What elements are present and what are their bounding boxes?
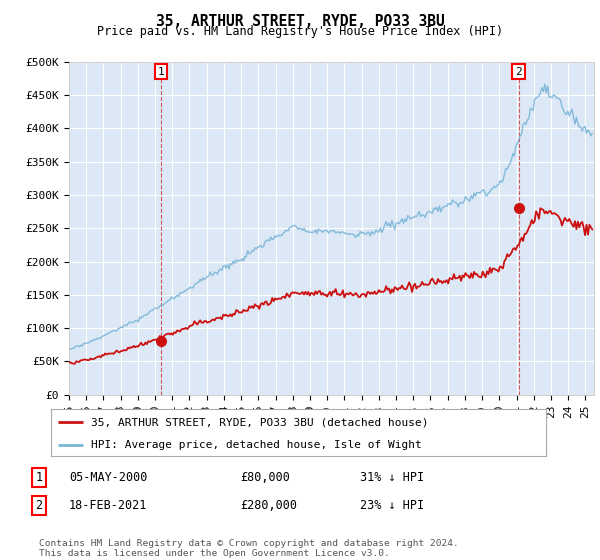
Text: 23% ↓ HPI: 23% ↓ HPI — [360, 499, 424, 512]
Text: Price paid vs. HM Land Registry's House Price Index (HPI): Price paid vs. HM Land Registry's House … — [97, 25, 503, 38]
Text: 1: 1 — [35, 471, 43, 484]
Text: 1: 1 — [158, 67, 164, 77]
Text: Contains HM Land Registry data © Crown copyright and database right 2024.
This d: Contains HM Land Registry data © Crown c… — [39, 539, 459, 558]
Text: 2: 2 — [515, 67, 522, 77]
Text: £80,000: £80,000 — [240, 471, 290, 484]
Text: 05-MAY-2000: 05-MAY-2000 — [69, 471, 148, 484]
Text: 35, ARTHUR STREET, RYDE, PO33 3BU (detached house): 35, ARTHUR STREET, RYDE, PO33 3BU (detac… — [91, 417, 428, 427]
Text: £280,000: £280,000 — [240, 499, 297, 512]
Text: 35, ARTHUR STREET, RYDE, PO33 3BU: 35, ARTHUR STREET, RYDE, PO33 3BU — [155, 14, 445, 29]
Text: 18-FEB-2021: 18-FEB-2021 — [69, 499, 148, 512]
Text: 2: 2 — [35, 499, 43, 512]
Text: HPI: Average price, detached house, Isle of Wight: HPI: Average price, detached house, Isle… — [91, 440, 421, 450]
Text: 31% ↓ HPI: 31% ↓ HPI — [360, 471, 424, 484]
